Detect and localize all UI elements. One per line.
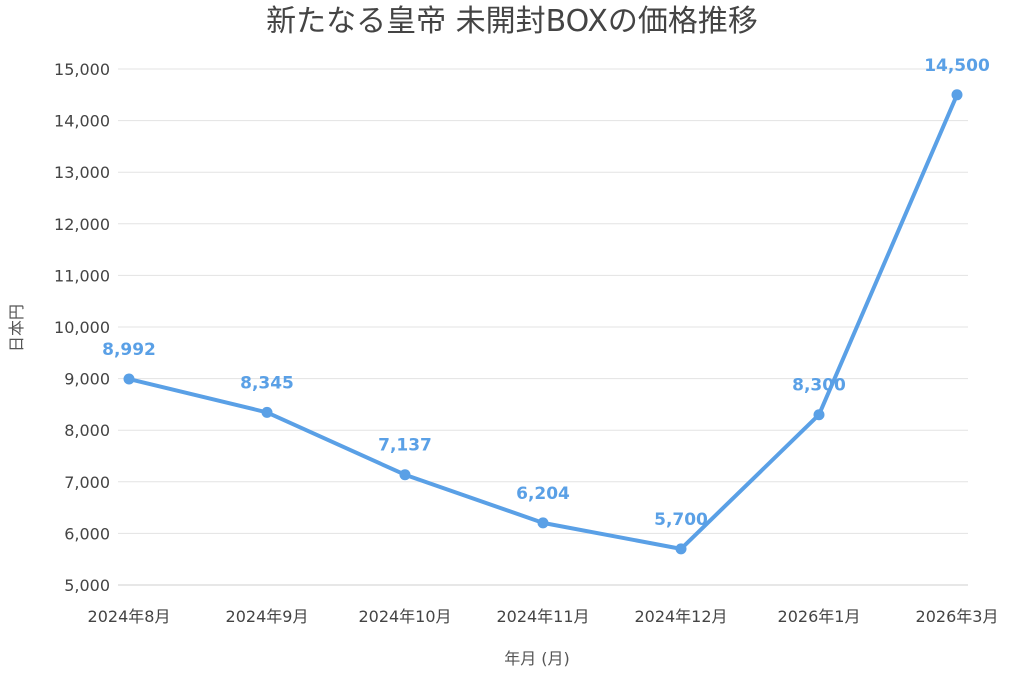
- grid-lines: [118, 68, 968, 586]
- data-label: 6,204: [516, 484, 570, 504]
- y-tick-label: 8,000: [64, 421, 110, 440]
- data-point: [675, 543, 687, 555]
- x-tick-label: 2024年11月: [496, 607, 589, 626]
- y-axis-ticks: 5,000 6,000 7,000 8,000 9,000 10,000 11,000 12,…: [54, 60, 110, 595]
- y-tick-label: 9,000: [64, 370, 110, 389]
- y-tick-label: 15,000: [54, 60, 110, 79]
- data-point: [261, 406, 273, 418]
- data-labels: 8,992 8,345 7,137 6,204 5,700 8,300 14,500: [102, 56, 990, 530]
- y-tick-label: 11,000: [54, 266, 110, 285]
- y-tick-label: 10,000: [54, 318, 110, 337]
- y-tick-label: 6,000: [64, 524, 110, 543]
- x-tick-label: 2026年1月: [778, 607, 861, 626]
- data-label: 8,992: [102, 340, 156, 360]
- data-label: 5,700: [654, 510, 708, 530]
- data-label: 14,500: [924, 56, 990, 76]
- data-point: [399, 469, 411, 481]
- x-axis-title: 年月 (月): [504, 649, 570, 668]
- y-tick-label: 13,000: [54, 163, 110, 182]
- x-tick-label: 2024年12月: [634, 607, 727, 626]
- data-label: 8,300: [792, 376, 846, 396]
- data-point: [813, 409, 825, 421]
- data-point: [123, 373, 135, 385]
- y-tick-label: 7,000: [64, 473, 110, 492]
- y-axis-title: 日本円: [7, 304, 26, 352]
- y-tick-label: 14,000: [54, 112, 110, 131]
- x-axis-ticks: 2024年8月 2024年9月 2024年10月 2024年11月 2024年12月 20…: [88, 607, 999, 626]
- chart-title: 新たなる皇帝 未開封BOXの価格推移: [266, 4, 758, 39]
- series-line: [127, 92, 959, 551]
- data-label: 8,345: [240, 373, 294, 393]
- x-tick-label: 2024年9月: [226, 607, 309, 626]
- x-tick-label: 2026年3月: [916, 607, 999, 626]
- x-tick-label: 2024年8月: [88, 607, 171, 626]
- y-tick-label: 12,000: [54, 215, 110, 234]
- data-label: 7,137: [378, 436, 432, 456]
- data-points: [123, 89, 963, 555]
- data-point: [537, 517, 549, 529]
- y-tick-label: 5,000: [64, 576, 110, 595]
- data-point: [951, 89, 963, 101]
- x-tick-label: 2024年10月: [358, 607, 451, 626]
